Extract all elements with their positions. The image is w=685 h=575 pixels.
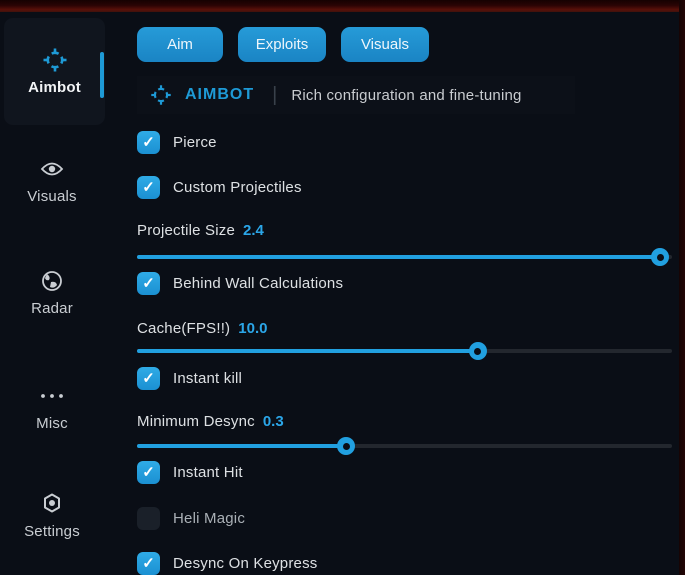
slider-label: Projectile Size bbox=[137, 222, 236, 239]
checkbox-row-instant-kill: ✓ Instant kill bbox=[137, 367, 242, 390]
sidebar-item-visuals[interactable]: Visuals bbox=[0, 157, 104, 205]
checkbox-label: Behind Wall Calculations bbox=[173, 275, 344, 292]
pierce-checkbox[interactable]: ✓ bbox=[137, 131, 160, 154]
right-red-border bbox=[679, 0, 685, 575]
slider-label-row-minimum-desync: Minimum Desync 0.3 bbox=[137, 413, 284, 430]
check-icon: ✓ bbox=[142, 134, 155, 151]
sidebar-item-label: Aimbot bbox=[28, 78, 81, 96]
checkbox-label: Desync On Keypress bbox=[173, 555, 318, 572]
ellipsis-icon bbox=[39, 384, 65, 408]
checkbox-row-behind-wall: ✓ Behind Wall Calculations bbox=[137, 272, 343, 295]
slider-track[interactable] bbox=[137, 444, 672, 448]
checkbox-row-pierce: ✓ Pierce bbox=[137, 131, 217, 154]
slider-fill bbox=[137, 444, 347, 448]
behind-wall-checkbox[interactable]: ✓ bbox=[137, 272, 160, 295]
tab-bar: Aim Exploits Visuals bbox=[137, 27, 429, 62]
tab-aim[interactable]: Aim bbox=[137, 27, 223, 62]
crosshair-icon bbox=[150, 84, 172, 106]
top-red-border bbox=[0, 0, 685, 12]
tab-exploits[interactable]: Exploits bbox=[238, 27, 326, 62]
cache-fps-slider[interactable] bbox=[137, 342, 672, 360]
check-icon: ✓ bbox=[142, 370, 155, 387]
slider-fill bbox=[137, 255, 661, 259]
sidebar-item-label: Visuals bbox=[27, 188, 77, 205]
minimum-desync-slider[interactable] bbox=[137, 437, 672, 455]
sidebar: Aimbot Visuals Radar bbox=[0, 12, 112, 575]
sidebar-item-aimbot[interactable]: Aimbot bbox=[4, 18, 105, 125]
globe-icon bbox=[41, 269, 63, 293]
checkbox-label: Instant Hit bbox=[173, 464, 243, 481]
check-icon: ✓ bbox=[142, 179, 155, 196]
sidebar-item-label: Settings bbox=[24, 523, 80, 540]
section-title: AIMBOT bbox=[185, 86, 255, 103]
slider-label: Minimum Desync bbox=[137, 413, 255, 430]
heli-magic-checkbox[interactable]: ✓ bbox=[137, 507, 160, 530]
check-icon: ✓ bbox=[142, 275, 155, 292]
sidebar-item-settings[interactable]: Settings bbox=[0, 492, 104, 540]
check-icon: ✓ bbox=[142, 555, 155, 572]
crosshair-icon bbox=[42, 48, 68, 72]
projectile-size-slider[interactable] bbox=[137, 248, 672, 266]
header-separator: | bbox=[272, 83, 278, 106]
custom-projectiles-checkbox[interactable]: ✓ bbox=[137, 176, 160, 199]
instant-hit-checkbox[interactable]: ✓ bbox=[137, 461, 160, 484]
desync-on-keypress-checkbox[interactable]: ✓ bbox=[137, 552, 160, 575]
eye-icon bbox=[40, 157, 64, 181]
section-subtitle: Rich configuration and fine-tuning bbox=[291, 86, 522, 104]
checkbox-row-instant-hit: ✓ Instant Hit bbox=[137, 461, 243, 484]
checkbox-row-desync-on-keypress: ✓ Desync On Keypress bbox=[137, 552, 318, 575]
slider-label-row-cache: Cache(FPS!!) 10.0 bbox=[137, 320, 267, 337]
gear-icon bbox=[40, 492, 64, 516]
checkbox-label: Pierce bbox=[173, 134, 217, 151]
slider-label: Cache(FPS!!) bbox=[137, 320, 231, 337]
slider-value: 0.3 bbox=[262, 413, 284, 430]
checkbox-label: Heli Magic bbox=[173, 510, 246, 527]
selected-indicator bbox=[100, 52, 104, 98]
slider-value: 2.4 bbox=[243, 222, 264, 239]
checkbox-row-custom-projectiles: ✓ Custom Projectiles bbox=[137, 176, 302, 199]
slider-fill bbox=[137, 349, 478, 353]
sidebar-item-misc[interactable]: Misc bbox=[0, 384, 104, 432]
sidebar-item-label: Misc bbox=[36, 415, 68, 432]
section-header: AIMBOT | Rich configuration and fine-tun… bbox=[137, 76, 575, 114]
tab-visuals[interactable]: Visuals bbox=[341, 27, 429, 62]
slider-handle[interactable] bbox=[337, 437, 356, 455]
checkbox-label: Custom Projectiles bbox=[173, 179, 302, 196]
slider-handle[interactable] bbox=[651, 248, 670, 266]
check-icon: ✓ bbox=[142, 464, 155, 481]
checkbox-row-heli-magic: ✓ Heli Magic bbox=[137, 507, 245, 530]
slider-handle[interactable] bbox=[468, 342, 487, 360]
checkbox-label: Instant kill bbox=[173, 370, 243, 387]
sidebar-item-radar[interactable]: Radar bbox=[0, 269, 104, 317]
slider-value: 10.0 bbox=[238, 320, 268, 337]
sidebar-item-label: Radar bbox=[31, 300, 73, 317]
instant-kill-checkbox[interactable]: ✓ bbox=[137, 367, 160, 390]
slider-label-row-projectile-size: Projectile Size 2.4 bbox=[137, 222, 264, 239]
